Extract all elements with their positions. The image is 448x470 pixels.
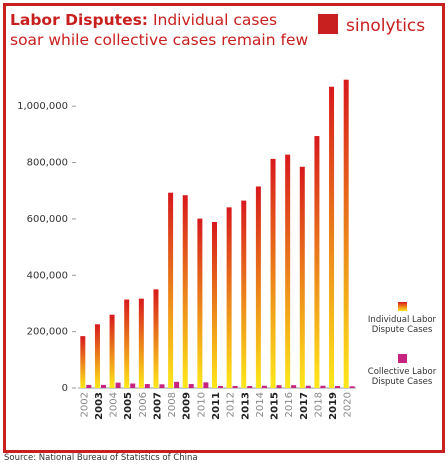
bar (349, 386, 355, 388)
x-tick-label: 2006 (138, 392, 149, 417)
bar (226, 207, 232, 388)
bar (232, 386, 238, 388)
bar (314, 136, 320, 388)
y-tick-label: 1,000,000 (17, 101, 68, 112)
frame (3, 3, 445, 453)
bar (109, 314, 115, 388)
bar (138, 298, 144, 388)
bar (247, 386, 253, 388)
bar (174, 381, 180, 388)
legend-label: Individual Labor Dispute Cases (367, 315, 437, 335)
x-tick-label: 2007 (152, 392, 163, 420)
x-tick-label: 2009 (182, 392, 193, 420)
bar (115, 382, 121, 388)
legend-item: Collective Labor Dispute Cases (362, 354, 442, 387)
x-tick-label: 2011 (211, 392, 222, 420)
bar (159, 384, 165, 388)
y-tick-label: 600,000 (27, 214, 68, 225)
legend-item: Individual Labor Dispute Cases (362, 302, 442, 335)
bar (218, 386, 223, 388)
x-tick-label: 2015 (270, 392, 281, 420)
bar (335, 386, 341, 388)
x-tick-label: 2012 (226, 392, 237, 417)
chart-title: Labor Disputes: (10, 11, 149, 29)
source: Source: National Bureau of Statistics of… (4, 453, 198, 463)
bar (100, 384, 106, 388)
x-tick-label: 2005 (123, 392, 134, 420)
bar (86, 384, 92, 388)
legend-label: Collective Labor Dispute Cases (367, 367, 437, 387)
legend-swatch (397, 302, 407, 311)
title-block: Labor Disputes: Individual cases soar wh… (10, 10, 310, 50)
bar (203, 382, 209, 388)
bar (285, 154, 291, 388)
bar (144, 384, 150, 388)
bar (329, 86, 335, 389)
brand: sinolytics (346, 16, 426, 36)
chart-subtitle: Individual cases soar while collective c… (10, 11, 309, 49)
logo (318, 14, 338, 34)
bar (261, 385, 267, 388)
bar (212, 222, 217, 388)
x-tick-label: 2010 (196, 392, 207, 417)
y-tick-label: 200,000 (27, 327, 68, 338)
bar (197, 218, 203, 388)
y-tick-label: 0 (62, 383, 68, 394)
x-tick-label: 2019 (328, 392, 339, 420)
legend-swatch (397, 354, 407, 363)
bar (241, 200, 247, 388)
bar (153, 289, 159, 388)
x-tick-label: 2016 (284, 392, 295, 417)
bar (188, 384, 194, 388)
bar (94, 324, 100, 388)
bar (343, 79, 349, 388)
y-tick-label: 800,000 (27, 158, 68, 169)
x-tick-label: 2002 (79, 392, 90, 417)
bar (305, 385, 311, 388)
y-tick-label: 400,000 (27, 270, 68, 281)
x-tick-label: 2004 (109, 392, 120, 417)
x-tick-label: 2018 (313, 392, 324, 417)
x-tick-label: 2003 (94, 392, 105, 420)
bar (291, 385, 297, 388)
bar (168, 192, 174, 388)
x-tick-label: 2013 (240, 392, 251, 420)
bar (320, 385, 326, 388)
bar (299, 166, 305, 388)
x-tick-label: 2017 (299, 392, 310, 420)
bar (276, 385, 282, 388)
x-tick-label: 2008 (167, 392, 178, 417)
bar (255, 186, 261, 388)
bar (80, 336, 86, 388)
x-tick-label: 2020 (343, 392, 354, 417)
bar (270, 158, 276, 388)
x-tick-label: 2014 (255, 392, 266, 417)
bar (182, 195, 188, 388)
bar (124, 299, 130, 388)
bar (130, 383, 136, 388)
